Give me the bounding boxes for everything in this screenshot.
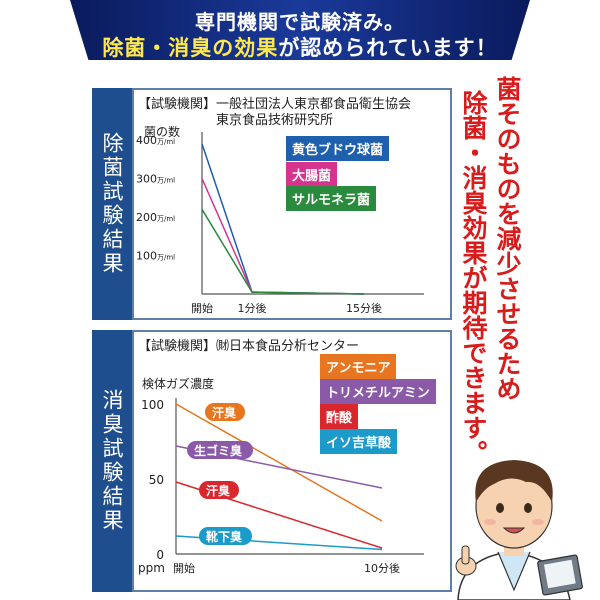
- legend-ecoli: 大腸菌: [286, 162, 338, 187]
- banner-line1: 専門機関で試験済み。: [195, 10, 405, 34]
- legend-ammonia: アンモニア: [320, 354, 397, 379]
- legend-acetic-acid: 酢酸: [320, 404, 359, 429]
- legend-isovaleric-acid: イソ吉草酸: [320, 429, 398, 454]
- doctor-illustration: [455, 460, 583, 600]
- chart1-xtick-1: 1分後: [238, 301, 267, 315]
- chart2-series-label-bg-2: [199, 481, 239, 499]
- chart1-ytick-400: 400万/ml: [136, 134, 175, 147]
- section1-panel: 【試験機関】一般社団法人東京都食品衛生協会 東京食品技術研究所 菌の数 100万/…: [132, 88, 452, 320]
- sterilization-chart: 菌の数 100万/ml 200万/ml 300万/ml 400万/ml 開始 1分後 15分後: [136, 126, 424, 315]
- chart2-ylabel: 検体ガズ濃度: [142, 376, 214, 391]
- chart2-series-label-0: 汗臭: [212, 405, 236, 420]
- chart1-ytick-100: 100万/ml: [136, 250, 175, 263]
- top-banner: 専門機関で試験済み。 除菌・消臭の効果が認められています！: [70, 0, 530, 60]
- chart2-series-label-bg-3: [199, 527, 252, 545]
- chart1-xtick-2: 15分後: [346, 301, 382, 315]
- chart1-ytick-200: 200万/ml: [136, 211, 175, 224]
- chart2-xtick-1: 10分後: [364, 561, 400, 575]
- legend-trimethylamine: トリメチルアミン: [320, 379, 436, 404]
- section2-org-line: 【試験機関】㈶日本食品分析センター: [138, 339, 360, 354]
- right-text-col1: 菌そのものを減少させるため: [493, 76, 522, 401]
- chart1-ytick-300: 300万/ml: [136, 173, 175, 186]
- chart1-xtick-0: 開始: [191, 301, 213, 315]
- section2-panel: 【試験機関】㈶日本食品分析センター 検体ガズ濃度 0 50 100 ppm 開始 10分後 汗…: [132, 330, 452, 592]
- right-text-col2: 除菌・消臭効果が期待できます。: [459, 90, 488, 465]
- chart2-series-0: [175, 403, 383, 522]
- legend-salmonella: サルモネラ菌: [286, 186, 377, 211]
- chart1-ylabel: 菌の数: [144, 126, 180, 139]
- banner-line2-rest: が認められています！: [278, 36, 498, 60]
- chart1-series-0: [201, 143, 365, 295]
- chart2-series-label-bg-1: [187, 441, 253, 459]
- legend-staph: 黄色ブドウ球菌: [286, 136, 390, 161]
- chart2-unit: ppm: [138, 561, 165, 575]
- chart2-series-label-1: 生ゴミ臭: [194, 443, 242, 458]
- chart2-series-label-3: 靴下臭: [206, 529, 242, 544]
- banner-highlight: 除菌・消臭の効果: [102, 36, 279, 60]
- section1-org-line1: 【試験機関】一般社団法人東京都食品衛生協会: [138, 97, 412, 112]
- chart2-series-label-2: 汗臭: [206, 483, 230, 498]
- chart2-ytick-100: 100: [141, 398, 164, 412]
- chart1-series-2: [201, 208, 365, 295]
- chart2-ytick-0: 0: [156, 548, 164, 562]
- section1-tab: 除菌試験結果: [92, 88, 132, 320]
- chart2-xtick-0: 開始: [173, 561, 195, 575]
- section2-tab: 消臭試験結果: [92, 330, 132, 592]
- chart2-series-label-bg-0: [205, 403, 245, 421]
- chart2-ytick-50: 50: [149, 473, 164, 487]
- section1-org-line2: 東京食品技術研究所: [216, 113, 334, 128]
- banner-line2: 除菌・消臭の効果が認められています！: [70, 32, 530, 60]
